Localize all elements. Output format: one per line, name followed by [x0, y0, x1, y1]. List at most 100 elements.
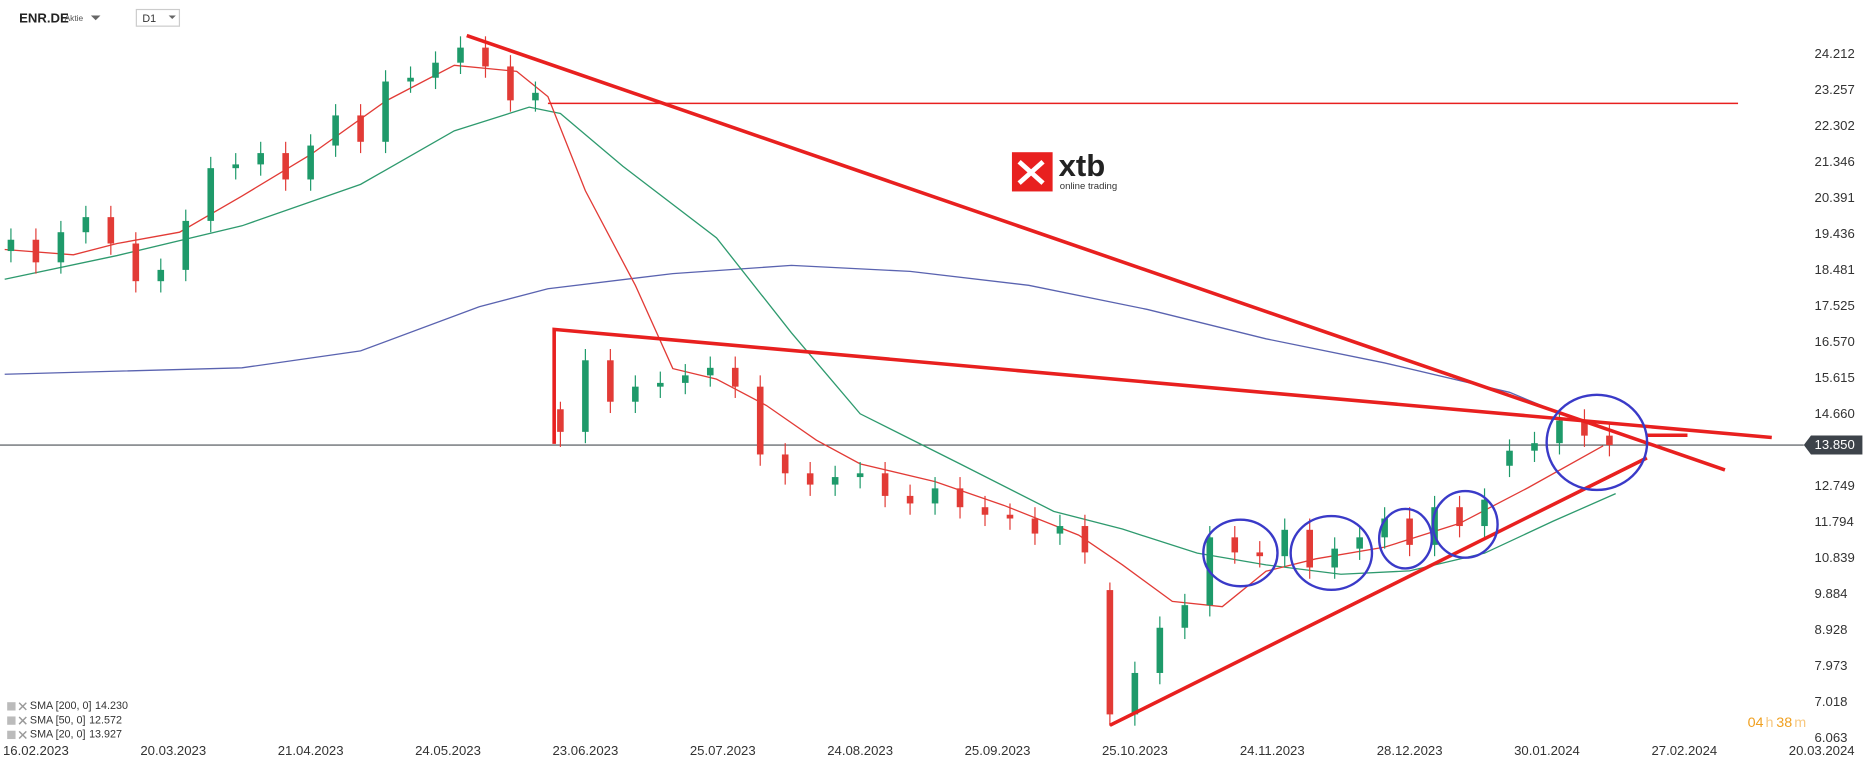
candle-body	[1606, 435, 1613, 446]
candle-body	[332, 115, 339, 146]
candle-body	[632, 386, 639, 402]
candle-body	[1281, 529, 1289, 557]
x-tick-label: 20.03.2024	[1789, 743, 1855, 758]
candle-body	[981, 507, 989, 515]
candle-body	[132, 243, 140, 282]
last-price-tag	[1803, 435, 1863, 455]
legend-icon	[7, 730, 16, 740]
candle-body	[607, 360, 614, 402]
timeframe[interactable]: D1	[142, 13, 156, 25]
candle-body	[781, 454, 789, 474]
legend-icon	[7, 702, 16, 711]
y-tick-label: 14.660	[1815, 406, 1855, 421]
candle-body	[1356, 537, 1363, 549]
y-tick-label: 24.212	[1815, 46, 1855, 61]
candle-body	[32, 239, 40, 263]
timer-m: m	[1794, 715, 1806, 731]
candle-body	[706, 367, 714, 376]
y-tick-label: 15.615	[1815, 370, 1855, 385]
y-tick-label: 11.794	[1815, 514, 1854, 529]
x-tick-label: 27.02.2024	[1651, 743, 1717, 758]
symbol[interactable]: ENR.DE	[19, 11, 69, 26]
timeframe-dropdown[interactable]	[168, 15, 176, 20]
sma-line	[4, 64, 1604, 608]
x-tick-label: 24.08.2023	[827, 743, 893, 758]
trendline	[466, 33, 1726, 472]
candle-body	[931, 488, 939, 504]
logo-tagline: online trading	[1060, 181, 1117, 192]
legend-close	[18, 730, 27, 739]
y-tick-label: 7.018	[1815, 694, 1848, 709]
candle-body	[57, 232, 65, 263]
plot: 24.212 23.257 22.302 21.346 20.391 19.436 18.4…	[0, 33, 1863, 758]
candle-body	[557, 409, 564, 432]
candle-body	[1031, 518, 1039, 534]
y-tick-label: 12.749	[1815, 478, 1855, 493]
candle-body	[1231, 537, 1239, 553]
annotation-circle	[1545, 393, 1649, 492]
candle-body	[432, 62, 439, 78]
candle-body	[1081, 526, 1089, 553]
candle-body	[307, 145, 314, 180]
logo-cross	[1017, 159, 1045, 185]
x-tick-label: 24.05.2023	[415, 743, 481, 758]
pattern-circles	[1202, 393, 1649, 592]
y-tick-label: 6.063	[1815, 730, 1848, 745]
candle-body	[1156, 627, 1164, 673]
candle-body	[1181, 605, 1189, 628]
x-tick-label: 21.04.2023	[278, 743, 344, 758]
x-tick-label: 16.02.2023	[3, 743, 69, 758]
candle-body	[1306, 529, 1313, 568]
candle-body	[1106, 590, 1114, 715]
candle-body	[232, 164, 240, 169]
x-tick-label: 24.11.2023	[1240, 743, 1305, 758]
annotation-circle	[1202, 518, 1279, 588]
symbol-dropdown[interactable]	[90, 15, 101, 21]
logo-name: xtb	[1059, 148, 1106, 183]
y-tick-label: 23.257	[1815, 82, 1855, 97]
candle-body	[1581, 420, 1588, 436]
candle-body	[806, 473, 814, 485]
legend-value: 14.230	[95, 700, 128, 712]
x-tick-label: 25.07.2023	[690, 743, 756, 758]
y-tick-label: 10.839	[1815, 550, 1855, 565]
candle-body	[507, 66, 514, 101]
candle-body	[956, 488, 964, 508]
annotation-circle	[1289, 514, 1374, 592]
candle-body	[1556, 420, 1563, 444]
candle-body	[407, 77, 414, 82]
candle-body	[1256, 552, 1264, 557]
legend-value: 12.572	[89, 714, 122, 726]
candle-body	[731, 367, 739, 387]
candle-body	[82, 217, 90, 233]
y-tick-label: 20.391	[1815, 190, 1855, 205]
legend-value: 13.927	[89, 729, 122, 741]
timer-minutes: 38	[1776, 715, 1792, 731]
candle-body	[182, 220, 190, 270]
legend-icon	[7, 716, 16, 725]
candle-body	[1406, 518, 1413, 545]
legend-name: SMA [50, 0]	[30, 714, 86, 726]
trendline	[552, 327, 1772, 444]
candle-body	[856, 473, 864, 478]
legend-name: SMA [200, 0]	[30, 700, 92, 712]
y-tick-label: 17.525	[1815, 298, 1855, 313]
candle-body	[7, 239, 15, 252]
candle-body	[1456, 507, 1463, 527]
instrument-type: Aktie	[65, 13, 84, 23]
candle-body	[357, 115, 364, 142]
candle-body	[881, 473, 889, 496]
trendline	[1109, 456, 1648, 727]
timer-hours: 04	[1748, 715, 1764, 731]
candle-body	[1056, 526, 1064, 534]
y-tick-label: 9.884	[1815, 586, 1848, 601]
timeframe-box[interactable]	[135, 8, 181, 27]
candle-body	[1331, 548, 1338, 568]
candle-body	[257, 153, 264, 165]
toolbar: ENR.DE Aktie D1	[19, 8, 181, 27]
y-tick-label: 22.302	[1815, 118, 1855, 133]
y-tick-label: 19.436	[1815, 226, 1855, 241]
y-tick-label: 7.973	[1815, 658, 1848, 673]
candle-body	[657, 382, 664, 387]
